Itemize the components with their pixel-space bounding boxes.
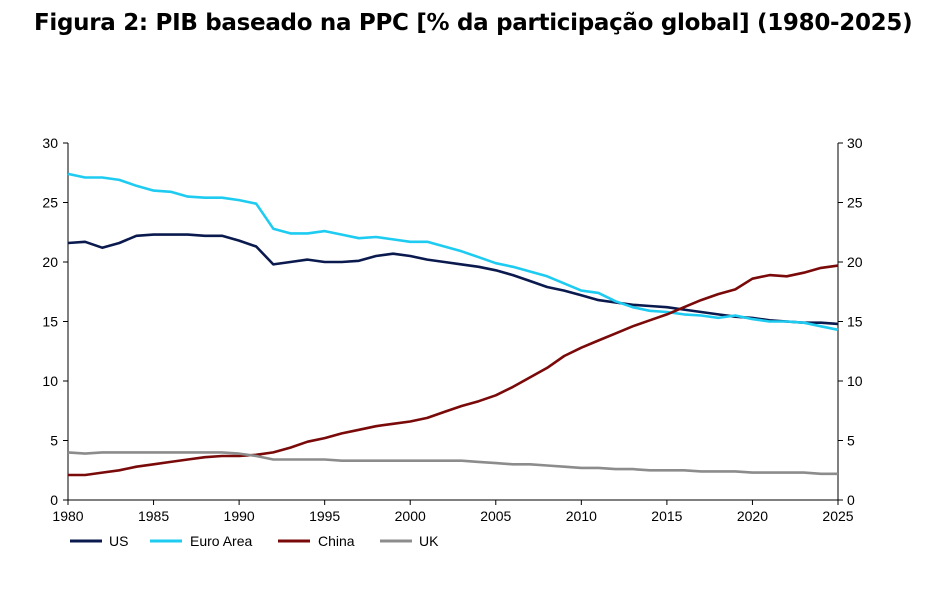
chart-series bbox=[67, 172, 839, 477]
y-tick-label-right: 20 bbox=[847, 254, 863, 270]
series-line-china bbox=[68, 264, 839, 477]
legend-label-uk: UK bbox=[419, 533, 439, 549]
y-tick-label-right: 5 bbox=[847, 433, 855, 449]
y-tick-label-right: 25 bbox=[847, 195, 863, 211]
x-tick-label: 2025 bbox=[822, 508, 853, 524]
series-line-euro-area bbox=[67, 172, 839, 332]
x-tick-label: 1980 bbox=[52, 508, 83, 524]
y-tick-label-left: 0 bbox=[50, 492, 58, 508]
y-tick-label-left: 20 bbox=[42, 254, 58, 270]
chart-legend: US Euro Area China UK bbox=[70, 533, 439, 549]
y-tick-label-left: 25 bbox=[42, 195, 58, 211]
series-line-us bbox=[67, 233, 839, 326]
x-tick-label: 2005 bbox=[480, 508, 511, 524]
y-tick-label-left: 30 bbox=[42, 135, 58, 151]
y-tick-label-right: 30 bbox=[847, 135, 863, 151]
chart-title: Figura 2: PIB baseado na PPC [% da parti… bbox=[34, 10, 913, 36]
series-line-uk bbox=[67, 451, 838, 476]
x-tick-label: 2020 bbox=[737, 508, 768, 524]
x-tick-label: 1990 bbox=[224, 508, 255, 524]
legend-label-us: US bbox=[109, 533, 128, 549]
x-tick-label: 1985 bbox=[138, 508, 169, 524]
legend-label-euro-area: Euro Area bbox=[190, 533, 252, 549]
x-tick-label: 1995 bbox=[309, 508, 340, 524]
y-tick-label-right: 15 bbox=[847, 314, 863, 330]
x-tick-label: 2015 bbox=[651, 508, 682, 524]
x-tick-label: 2010 bbox=[566, 508, 597, 524]
legend-label-china: China bbox=[318, 533, 355, 549]
y-tick-label-right: 0 bbox=[847, 492, 855, 508]
y-tick-label-left: 15 bbox=[42, 314, 58, 330]
y-tick-label-left: 5 bbox=[50, 433, 58, 449]
y-tick-label-left: 10 bbox=[42, 373, 58, 389]
y-tick-label-right: 10 bbox=[847, 373, 863, 389]
x-tick-label: 2000 bbox=[395, 508, 426, 524]
